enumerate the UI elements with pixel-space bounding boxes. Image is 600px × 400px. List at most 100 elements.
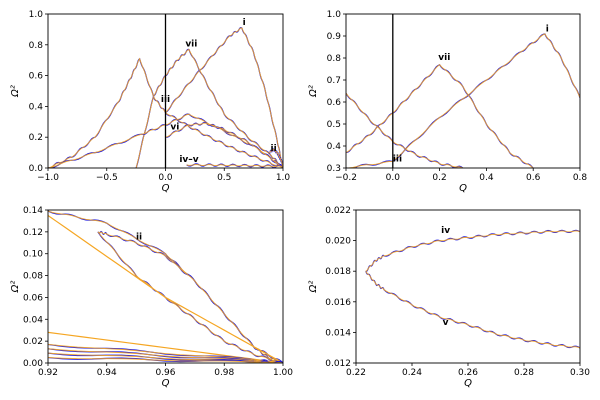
x-tick-label: 0.28 [514, 368, 534, 378]
y-tick-label: 0.4 [29, 102, 44, 112]
y-tick-label: 0.3 [327, 164, 341, 174]
y-tick-label: 0.018 [325, 267, 351, 277]
y-tick-label: 0.04 [23, 315, 43, 325]
y-axis-label: Ω² [10, 281, 21, 294]
series-group [365, 229, 580, 349]
series-line-iv [365, 229, 580, 272]
y-tick-label: 0.12 [23, 228, 43, 238]
series-group [48, 210, 283, 363]
y-tick-label: 0.9 [327, 32, 342, 42]
series-fit-flat-5 [48, 357, 283, 363]
x-tick-label: −0.2 [335, 173, 357, 183]
y-tick-label: 0.02 [23, 337, 43, 347]
x-tick-label: 0.92 [38, 368, 58, 378]
y-tick-label: 0.014 [325, 328, 351, 338]
series-fit-i [165, 27, 283, 168]
annotation-v: v [443, 318, 449, 328]
series-line-vii [346, 63, 534, 168]
y-axis-label: Ω² [308, 85, 319, 98]
y-tick-label: 0.08 [23, 272, 43, 282]
y-axis-label: Ω² [10, 85, 21, 98]
annotation-iv–v: iv–v [179, 155, 198, 165]
x-tick-label: 1.00 [273, 368, 293, 378]
y-tick-label: 0.7 [327, 76, 341, 86]
chart-panel-1: −1.0 −0.5 0.0 0.5 1.00.00.20.40.60.81.0QΩ²iv… [10, 10, 290, 194]
y-tick-label: 0.06 [23, 293, 43, 303]
x-tick-label: 0.26 [458, 368, 478, 378]
series-fit-iv [365, 230, 580, 272]
series-group [346, 33, 580, 168]
y-tick-label: 0.8 [29, 41, 44, 51]
x-tick-label: 0.98 [214, 368, 234, 378]
y-tick-label: 0.8 [327, 54, 342, 64]
x-tick-label: −0.5 [96, 173, 118, 183]
y-tick-label: 0.5 [327, 120, 341, 130]
annotation-i: i [546, 25, 549, 35]
axes-frame [345, 13, 581, 169]
x-tick-label: 0.5 [217, 173, 231, 183]
y-tick-label: 0.6 [327, 98, 342, 108]
x-tick-label: 0.96 [155, 368, 175, 378]
series-fit-iii [346, 92, 464, 168]
series-fit-vii [135, 48, 283, 168]
x-tick-label: 0.0 [158, 173, 173, 183]
annotation-vii: vii [185, 39, 197, 49]
series-line-ii [97, 230, 283, 363]
series-group [48, 27, 283, 168]
axes-frame [355, 209, 581, 364]
y-tick-label: 0.00 [23, 359, 43, 369]
y-tick-label: 0.10 [23, 250, 43, 260]
x-tick-label: 0.22 [346, 368, 366, 378]
chart-panel-4: 0.22 0.24 0.26 0.28 0.30 0.012 0.014 0.016 0.018… [308, 206, 590, 389]
x-tick-label: 0.6 [526, 173, 541, 183]
y-tick-label: 0.6 [29, 72, 44, 82]
y-tick-label: 1.0 [29, 10, 44, 20]
annotation-iii: iii [393, 154, 402, 164]
chart-panel-3: 0.92 0.94 0.96 0.98 1.00 0.00 0.02 0.04 0.06 0.08… [10, 206, 293, 389]
series-line-ii-lower [97, 231, 283, 363]
y-tick-label: 1.0 [327, 10, 342, 20]
y-tick-label: 0.4 [327, 142, 342, 152]
x-tick-label: 0.2 [432, 173, 446, 183]
series-line-v [365, 270, 580, 349]
series-line-iii [346, 92, 464, 168]
x-tick-label: 0.24 [402, 368, 422, 378]
x-axis-label: Q [464, 378, 472, 389]
series-line-i [346, 33, 580, 168]
x-tick-label: 0.0 [386, 173, 401, 183]
series-fit-ii [268, 148, 283, 168]
y-tick-label: 0.0 [29, 164, 44, 174]
series-fit-i [346, 33, 580, 168]
y-tick-label: 0.020 [325, 237, 351, 247]
series-fit-peak [48, 57, 283, 168]
x-tick-label: 1.0 [276, 173, 291, 183]
annotation-iii: iii [161, 95, 170, 105]
x-tick-label: 0.94 [97, 368, 117, 378]
series-fit-vi [165, 122, 283, 168]
series-fit-iv-v [186, 163, 283, 168]
series-fit-ii-lower [97, 231, 283, 363]
annotation-vi: vi [170, 123, 179, 133]
x-tick-label: 0.30 [570, 368, 590, 378]
y-axis-label: Ω² [308, 281, 319, 294]
x-axis-label: Q [162, 183, 170, 194]
y-tick-label: 0.022 [325, 206, 351, 216]
chart-panel-2: −0.2 0.0 0.2 0.4 0.6 0.8 0.3 0.4 0.5 0.6 0.7 0.8 0.9… [308, 10, 587, 194]
annotation-i: i [243, 18, 246, 28]
x-tick-label: 0.8 [573, 173, 588, 183]
x-axis-label: Q [459, 183, 467, 194]
series-fit-vii [346, 63, 534, 168]
series-fit-v [365, 270, 580, 349]
annotation-ii: ii [136, 233, 142, 243]
series-fit-ii [97, 231, 283, 363]
annotation-iv: iv [441, 226, 450, 236]
x-tick-label: −1.0 [37, 173, 59, 183]
y-tick-label: 0.14 [23, 206, 43, 216]
y-tick-label: 0.016 [325, 298, 351, 308]
x-tick-label: 0.4 [479, 173, 494, 183]
annotation-vii: vii [438, 53, 450, 63]
annotation-ii: ii [271, 144, 277, 154]
y-tick-label: 0.012 [325, 359, 351, 369]
series-line-tangent [48, 214, 283, 363]
